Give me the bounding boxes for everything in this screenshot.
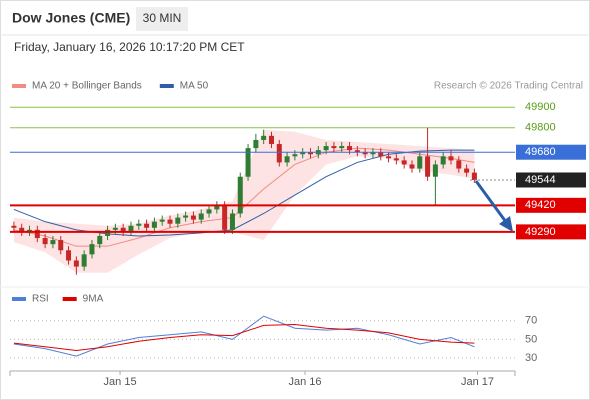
level-box	[516, 224, 586, 240]
candle-body	[331, 146, 337, 149]
candle-body	[245, 148, 251, 177]
candle-body	[81, 254, 87, 267]
candle-body	[401, 160, 407, 165]
title: Dow Jones (CME)	[12, 10, 130, 26]
level-box	[516, 144, 586, 160]
candle-body	[308, 152, 314, 155]
rsi-line	[13, 323, 475, 352]
candle-body	[89, 244, 95, 255]
credit: Research © 2026 Trading Central	[434, 81, 583, 92]
candle-body	[456, 160, 462, 169]
level-label: 49420	[525, 199, 556, 211]
candle-body	[362, 152, 368, 155]
candle-body	[159, 219, 165, 222]
candle-body	[105, 229, 111, 236]
legend-label: 9MA	[83, 294, 104, 305]
legend-swatch	[62, 297, 77, 301]
legend-swatch	[12, 84, 26, 88]
candle-body	[11, 225, 17, 228]
candle-body	[73, 260, 79, 267]
y-tick-label: 70	[525, 315, 537, 327]
candle-body	[144, 223, 150, 228]
candle-body	[198, 213, 204, 220]
y-tick-label: 50	[525, 333, 537, 345]
candle-body	[190, 215, 196, 220]
x-tick-label: Jan 17	[461, 376, 494, 388]
candle-body	[339, 146, 345, 149]
level-label: 49680	[525, 146, 556, 158]
candle-body	[354, 150, 360, 153]
level-label: 49800	[525, 122, 556, 134]
candle-body	[42, 238, 48, 245]
candle-body	[471, 172, 477, 180]
candle-body	[136, 223, 142, 226]
level-box	[516, 197, 586, 213]
candle-body	[464, 168, 470, 173]
forecast-arrowhead	[499, 216, 513, 232]
candle-body	[425, 156, 431, 177]
candle-body	[151, 221, 157, 228]
candle-body	[120, 227, 126, 232]
legend-label: RSI	[32, 294, 49, 305]
candle-body	[268, 135, 274, 145]
candle-body	[66, 250, 72, 261]
datetime: Friday, January 16, 2026 10:17:20 PM CET	[14, 40, 245, 54]
candle-body	[97, 235, 103, 245]
candle-body	[229, 213, 235, 230]
candle-body	[167, 219, 173, 224]
level-label: 49900	[525, 101, 556, 113]
candle-body	[112, 227, 118, 230]
candle-body	[175, 217, 181, 224]
candle-body	[417, 156, 423, 169]
interval: 30 MIN	[143, 11, 182, 25]
candle-body	[19, 227, 25, 232]
level-box	[516, 172, 586, 188]
candle-body	[448, 156, 454, 161]
interval-badge	[136, 7, 188, 31]
candle-body	[386, 156, 392, 159]
candle-body	[253, 139, 259, 149]
candle-body	[276, 144, 282, 163]
candle-body	[284, 156, 290, 163]
candle-body	[432, 164, 438, 177]
candle-body	[323, 146, 329, 151]
candle-body	[222, 205, 228, 230]
rsi-line	[13, 315, 475, 357]
candle-body	[347, 146, 353, 151]
candle-body	[34, 229, 40, 239]
candle-body	[370, 152, 376, 155]
candle-body	[183, 215, 189, 218]
candle-body	[292, 154, 298, 157]
bollinger-band	[13, 129, 475, 273]
candle-body	[206, 209, 212, 214]
legend-label: MA 20 + Bollinger Bands	[32, 81, 142, 92]
candle-body	[237, 176, 243, 214]
legend-swatch	[159, 84, 174, 88]
legend-label: MA 50	[180, 81, 209, 92]
candle-body	[50, 240, 56, 245]
candle-body	[378, 152, 384, 157]
forecast-arrow	[474, 180, 508, 223]
candle-body	[128, 225, 134, 232]
x-tick-label: Jan 16	[289, 376, 322, 388]
candle-body	[393, 158, 399, 161]
candle-body	[261, 135, 267, 140]
y-tick-label: 30	[525, 352, 537, 364]
candle-body	[214, 205, 220, 210]
candle-body	[58, 240, 64, 251]
candle-body	[440, 156, 446, 165]
legend-swatch	[12, 297, 26, 301]
level-label: 49544	[525, 174, 556, 186]
level-label: 49290	[525, 226, 556, 238]
candle-body	[27, 229, 33, 232]
x-tick-label: Jan 15	[104, 376, 137, 388]
candle-body	[409, 164, 415, 169]
candle-body	[300, 152, 306, 155]
